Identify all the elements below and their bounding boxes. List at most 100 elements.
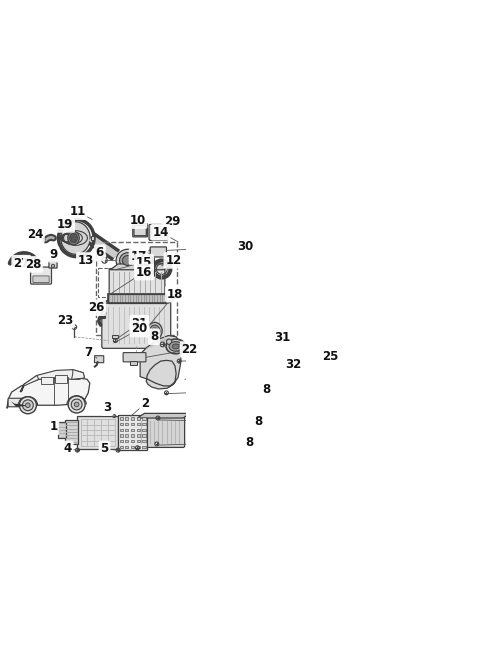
Ellipse shape [68,231,79,245]
Ellipse shape [61,221,90,255]
Circle shape [25,403,30,408]
Bar [96,242,177,335]
Ellipse shape [169,341,182,351]
Text: 23: 23 [57,314,73,327]
FancyBboxPatch shape [95,355,104,363]
Bar [131,446,134,448]
Circle shape [51,265,55,267]
Ellipse shape [172,344,179,349]
Text: 8: 8 [150,330,158,343]
Polygon shape [7,377,90,408]
Text: 6: 6 [96,246,104,259]
Text: 8: 8 [246,436,254,449]
Ellipse shape [147,322,162,339]
Text: 10: 10 [129,214,145,227]
Bar [137,440,140,442]
Ellipse shape [152,328,158,334]
Ellipse shape [70,233,77,243]
Text: 22: 22 [181,343,198,356]
Bar [137,417,140,420]
Polygon shape [146,250,150,255]
Text: 11: 11 [69,205,85,218]
Text: 26: 26 [88,301,104,314]
Bar [120,440,123,442]
FancyBboxPatch shape [31,267,51,284]
Bar [143,423,145,425]
FancyBboxPatch shape [102,301,171,348]
Text: 16: 16 [136,266,152,278]
Bar [77,416,118,449]
Circle shape [113,414,116,418]
Bar [118,415,147,450]
Polygon shape [72,370,84,379]
Text: 20: 20 [131,322,147,335]
FancyBboxPatch shape [152,227,165,237]
Polygon shape [110,264,171,270]
Bar [137,434,140,437]
Text: 19: 19 [57,218,73,231]
Polygon shape [137,413,190,418]
Text: 21: 21 [131,317,147,330]
Circle shape [71,399,82,410]
Text: 27: 27 [13,257,29,270]
Bar [97,269,152,297]
Bar [125,423,129,425]
Bar [120,446,123,448]
Bar [65,420,78,444]
Text: 14: 14 [153,225,169,239]
Text: 9: 9 [49,248,58,261]
Polygon shape [21,375,39,392]
Bar [130,361,137,365]
Text: 2: 2 [141,397,149,410]
FancyBboxPatch shape [123,353,146,362]
Circle shape [23,400,33,410]
Ellipse shape [116,249,139,272]
Bar [41,377,53,385]
Text: 12: 12 [165,254,181,267]
Bar [120,417,123,420]
Bar [120,434,123,437]
Text: 30: 30 [238,240,254,253]
Bar [131,429,134,431]
Text: 17: 17 [131,250,147,263]
Text: 15: 15 [136,255,152,269]
Bar [137,446,140,448]
Ellipse shape [122,255,133,265]
Bar [55,375,67,383]
Bar [125,440,129,442]
Bar [58,422,66,438]
FancyBboxPatch shape [134,225,146,235]
Circle shape [19,396,36,414]
FancyBboxPatch shape [109,269,165,295]
Text: 8: 8 [254,416,263,428]
Polygon shape [140,335,181,389]
Ellipse shape [150,325,160,337]
Text: 4: 4 [64,442,72,455]
Ellipse shape [120,253,136,269]
Polygon shape [11,401,27,407]
Bar [120,423,123,425]
Ellipse shape [166,339,185,354]
FancyBboxPatch shape [149,225,168,241]
FancyBboxPatch shape [8,398,24,407]
Text: 29: 29 [164,215,180,228]
Bar [143,440,145,442]
Bar [125,446,129,448]
Bar [143,434,145,437]
Text: 13: 13 [78,254,94,267]
Bar [125,417,129,420]
Text: 32: 32 [285,359,301,371]
Polygon shape [20,370,84,392]
Text: 31: 31 [275,332,291,344]
FancyBboxPatch shape [49,261,57,268]
Text: 1: 1 [49,420,58,434]
Bar [112,335,119,338]
Bar [131,417,134,420]
Text: 25: 25 [322,349,338,363]
Bar [120,429,123,431]
FancyBboxPatch shape [150,247,167,257]
Bar [108,294,167,303]
Bar [143,429,145,431]
Bar [143,446,145,448]
Text: 7: 7 [84,345,92,359]
